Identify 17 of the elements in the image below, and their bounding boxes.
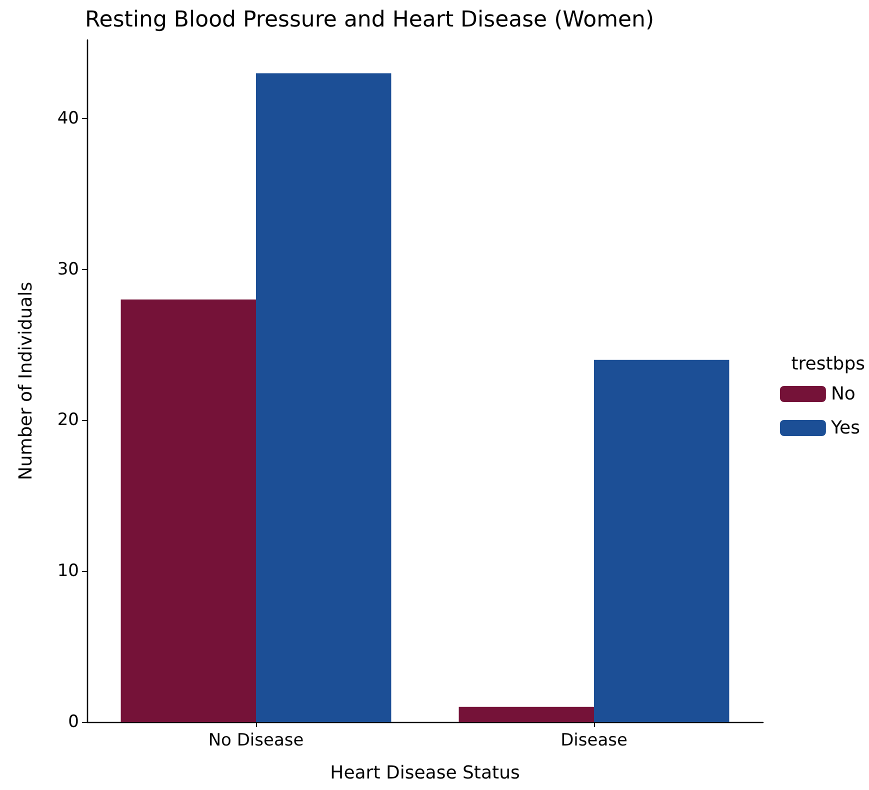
y-tick-label: 30 [57, 259, 79, 280]
y-tick-label: 40 [57, 108, 79, 128]
y-axis-title: Number of Individuals [16, 282, 36, 480]
chart-title: Resting Blood Pressure and Heart Disease (Women) [85, 8, 654, 32]
bar [458, 706, 594, 722]
legend-label: Yes [830, 418, 860, 438]
bar [120, 300, 256, 722]
y-tick-label: 0 [68, 712, 79, 732]
bar [594, 360, 730, 722]
legend-label: No [830, 384, 856, 404]
legend-title: trestbps [791, 354, 866, 374]
y-tick-label: 20 [57, 410, 79, 430]
x-axis-title: Heart Disease Status [330, 762, 520, 784]
bar [256, 73, 392, 722]
y-tick-label: 10 [57, 561, 79, 582]
x-tick-label: No Disease [208, 730, 304, 750]
x-tick-label: Disease [560, 730, 628, 750]
